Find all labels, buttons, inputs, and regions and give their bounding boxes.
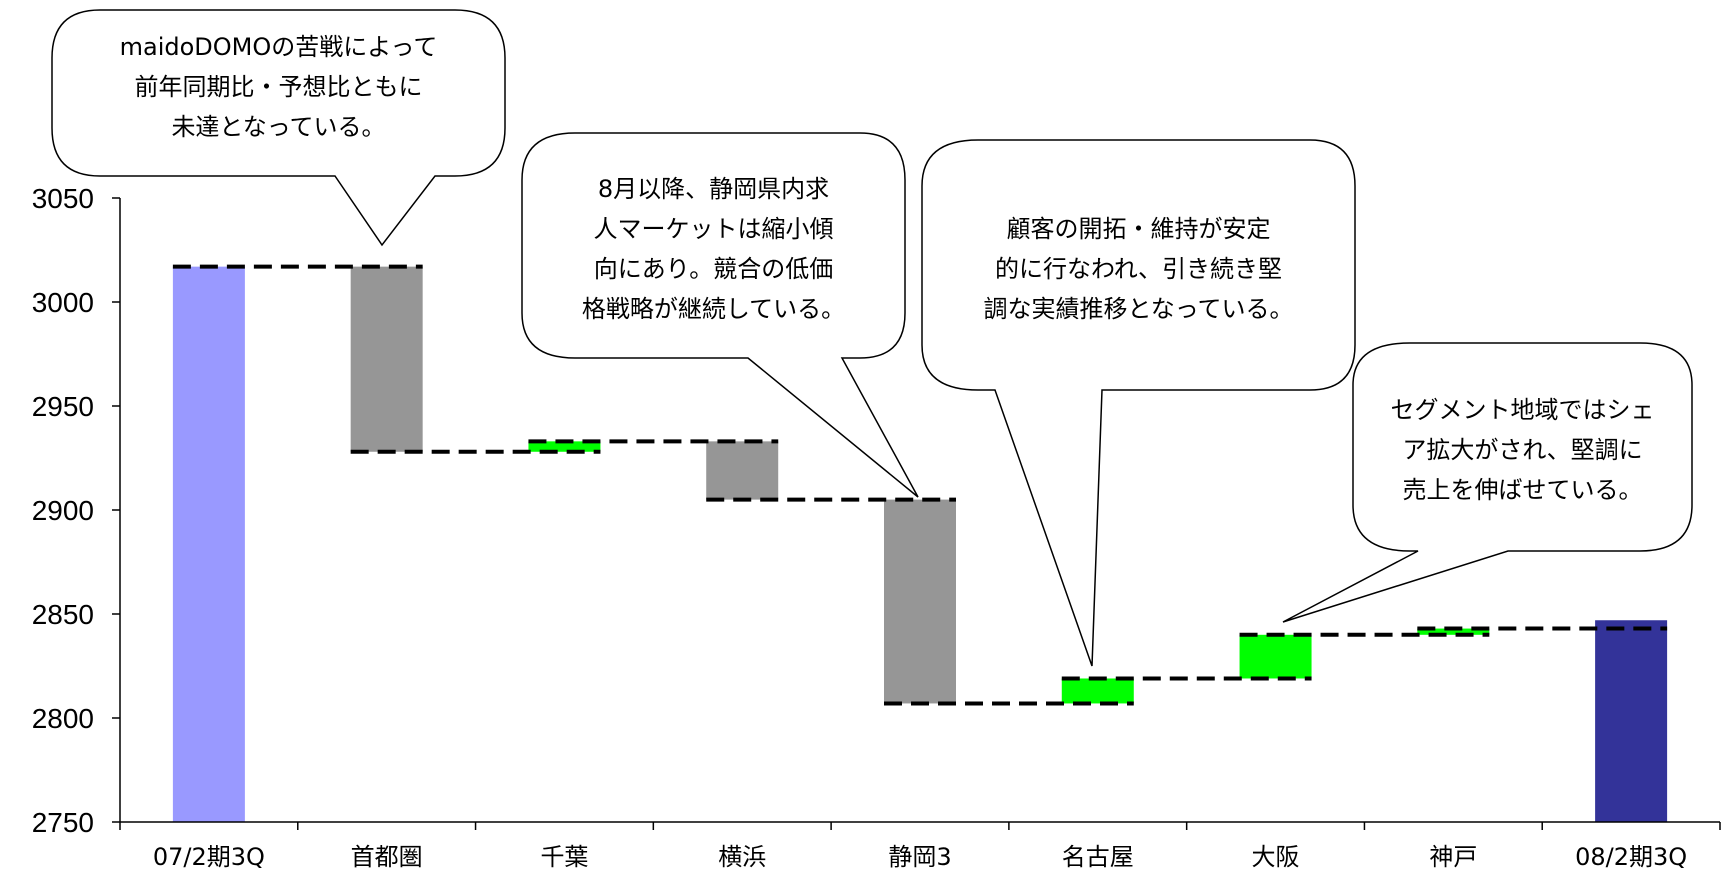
- y-tick-label: 2750: [32, 807, 94, 838]
- y-tick-label: 2950: [32, 391, 94, 422]
- x-tick-label: 名古屋: [1062, 843, 1134, 871]
- x-tick-label: 千葉: [540, 843, 588, 871]
- bar-7: [1239, 634, 1312, 679]
- callout-balloon-2: [521, 132, 919, 498]
- x-tick-label: 首都圏: [351, 843, 423, 871]
- bar-3: [528, 441, 601, 452]
- bar-6: [1061, 678, 1134, 704]
- connectors-layer: [172, 264, 1668, 706]
- bar-4: [706, 441, 779, 500]
- y-tick-label: 3050: [32, 183, 94, 214]
- callout-balloon-1: [51, 9, 506, 247]
- bar-9: [1595, 620, 1668, 822]
- callout-balloon-4: [1282, 342, 1693, 623]
- bars-layer: [172, 266, 1668, 822]
- x-tick-label: 静岡3: [888, 843, 951, 871]
- callout-shapes: [51, 9, 1693, 667]
- y-tick-label: 2900: [32, 495, 94, 526]
- callout-text-2: 8月以降、静岡県内求 人マーケットは縮小傾 向にあり。競合の低価 格戦略が継続し…: [581, 175, 846, 323]
- bar-8: [1417, 628, 1490, 635]
- x-tick-label: 神戸: [1429, 843, 1477, 871]
- y-tick-label: 2800: [32, 703, 94, 734]
- x-tick-label: 07/2期3Q: [153, 843, 265, 871]
- y-tick-label: 3000: [32, 287, 94, 318]
- callout-text-1: maidoDOMOの苦戦によって 前年同期比・予想比ともに 未達となっている。: [119, 33, 438, 141]
- y-tick-label: 2850: [32, 599, 94, 630]
- callout-text-4: セグメント地域ではシェ ア拡大がされ、堅調に 売上を伸ばせている。: [1390, 396, 1655, 504]
- x-tick-label: 大阪: [1252, 843, 1300, 871]
- x-tick-label: 08/2期3Q: [1575, 843, 1687, 871]
- callout-balloon-3: [921, 139, 1356, 667]
- callout-text-3: 顧客の開拓・維持が安定 的に行なわれ、引き続き堅 調な実績推移となっている。: [983, 215, 1294, 323]
- bar-5: [884, 499, 956, 704]
- bar-1: [172, 266, 245, 822]
- x-tick-label: 横浜: [718, 843, 766, 871]
- axes-layer: 2750 2800 2850 2900 2950 3000 3050 07/2期3Q 首都圏 千葉…: [32, 183, 1721, 871]
- bar-2: [350, 266, 423, 452]
